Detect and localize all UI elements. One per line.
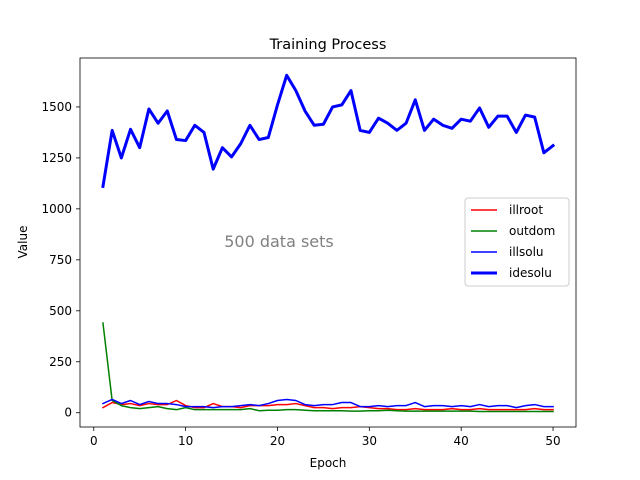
series-line-idesolu bbox=[101, 73, 556, 189]
y-tick-label: 500 bbox=[49, 304, 72, 318]
y-tick-label: 250 bbox=[49, 355, 72, 369]
series-line-illroot bbox=[101, 399, 554, 411]
y-tick-label: 750 bbox=[49, 253, 72, 267]
y-tick-label: 0 bbox=[64, 406, 72, 420]
legend-entry-illroot: illroot bbox=[509, 203, 543, 217]
plot-frame bbox=[79, 57, 577, 428]
series-line-illsolu bbox=[101, 398, 554, 409]
legend-box bbox=[464, 197, 570, 287]
y-tick-label: 1000 bbox=[41, 202, 72, 216]
legend-entry-idesolu: idesolu bbox=[509, 266, 552, 280]
chart-title: Training Process bbox=[269, 37, 387, 53]
y-axis-label: Value bbox=[16, 226, 30, 259]
legend-entry-outdom: outdom bbox=[509, 224, 555, 238]
legend-entry-illsolu: illsolu bbox=[509, 245, 544, 259]
x-axis: 0 10 20 30 40 50 bbox=[90, 427, 561, 448]
y-tick-label: 1500 bbox=[41, 100, 72, 114]
x-tick-label: 20 bbox=[270, 434, 285, 448]
x-tick-label: 50 bbox=[545, 434, 560, 448]
y-axis: 0 250 500 750 1000 1250 1500 bbox=[41, 100, 80, 420]
plot-area bbox=[101, 73, 556, 413]
y-tick-label: 1250 bbox=[41, 151, 72, 165]
legend: illroot outdom illsolu idesolu bbox=[464, 197, 570, 287]
series-line-outdom bbox=[102, 322, 554, 413]
x-tick-label: 0 bbox=[90, 434, 98, 448]
x-axis-label: Epoch bbox=[310, 456, 347, 470]
x-tick-label: 30 bbox=[362, 434, 377, 448]
x-tick-label: 10 bbox=[178, 434, 193, 448]
data-sets-annotation: 500 data sets bbox=[224, 232, 334, 251]
x-tick-label: 40 bbox=[454, 434, 469, 448]
